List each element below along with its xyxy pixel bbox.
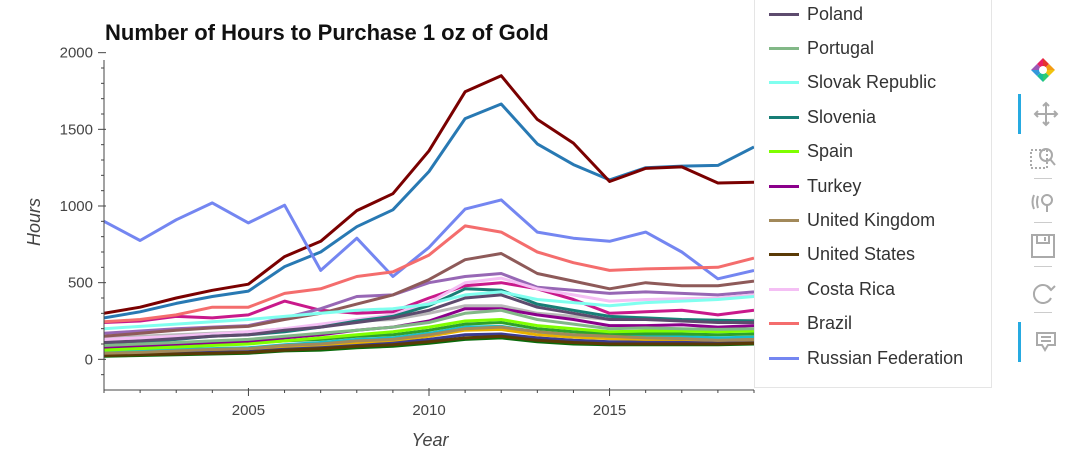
legend-item[interactable]: United Kingdom bbox=[769, 205, 935, 235]
legend-item[interactable]: Slovenia bbox=[769, 102, 876, 132]
legend-label: Turkey bbox=[807, 175, 862, 196]
legend-swatch bbox=[769, 322, 799, 326]
legend-item[interactable]: Russian Federation bbox=[769, 343, 963, 373]
x-tick-label: 2015 bbox=[593, 402, 626, 419]
legend-swatch bbox=[769, 287, 799, 291]
box-zoom-tool-icon[interactable] bbox=[1018, 138, 1068, 178]
wheel-zoom-tool-icon[interactable] bbox=[1018, 182, 1068, 222]
series-line-poland bbox=[104, 293, 754, 344]
y-tick-label: 1000 bbox=[60, 198, 93, 215]
y-tick-label: 1500 bbox=[60, 121, 93, 138]
legend-item[interactable]: Turkey bbox=[769, 171, 861, 201]
series-line-unnamed-13 bbox=[104, 252, 754, 338]
legend-swatch bbox=[769, 253, 799, 257]
series-line-unnamed-12 bbox=[104, 102, 754, 320]
hover-tool-icon[interactable] bbox=[1018, 322, 1068, 362]
x-tick-label: 2005 bbox=[232, 402, 265, 419]
series-line-spain bbox=[104, 318, 754, 352]
legend-label: Costa Rica bbox=[807, 278, 896, 299]
legend-label: United States bbox=[807, 244, 916, 265]
legend-label: Russian Federation bbox=[807, 347, 964, 368]
legend-item[interactable]: United States bbox=[769, 240, 915, 270]
series-lines bbox=[104, 74, 754, 358]
legend-swatch bbox=[769, 218, 799, 222]
chart-title: Number of Hours to Purchase 1 oz of Gold bbox=[105, 20, 549, 45]
legend-swatch bbox=[769, 12, 799, 16]
legend-label: Portugal bbox=[807, 37, 875, 58]
series-line-portugal bbox=[104, 308, 754, 347]
series-line-brazil bbox=[104, 224, 754, 324]
legend-swatch bbox=[769, 81, 799, 85]
series-line-united-states bbox=[104, 334, 754, 357]
y-tick-label: 0 bbox=[85, 351, 93, 368]
series-line-unnamed-11 bbox=[104, 74, 754, 315]
x-axis-label: Year bbox=[411, 430, 449, 450]
legend-label: Spain bbox=[807, 141, 854, 162]
series-line-slovak-republic bbox=[104, 290, 754, 331]
legend-label: Slovak Republic bbox=[807, 72, 937, 93]
y-tick-label: 2000 bbox=[60, 45, 93, 62]
bokeh-logo-icon[interactable] bbox=[1018, 50, 1068, 90]
toolbar-separator bbox=[1034, 222, 1052, 223]
legend[interactable]: Poland Portugal Slovak Republic Slovenia Spa… bbox=[754, 0, 992, 388]
series-line-russian-federation bbox=[104, 198, 754, 281]
pan-tool-icon[interactable] bbox=[1018, 94, 1068, 134]
toolbar-separator bbox=[1034, 312, 1052, 313]
legend-swatch bbox=[769, 150, 799, 154]
legend-label: Slovenia bbox=[807, 106, 877, 127]
legend-label: Brazil bbox=[807, 313, 853, 334]
legend-item[interactable]: Slovak Republic bbox=[769, 68, 936, 98]
y-tick-label: 500 bbox=[68, 275, 93, 292]
legend-label: United Kingdom bbox=[807, 209, 936, 230]
axes: 0 500 1000 1500 2000 2005 2010 2015 bbox=[60, 45, 755, 419]
legend-swatch bbox=[769, 184, 799, 188]
reset-tool-icon[interactable] bbox=[1018, 274, 1068, 314]
toolbar-separator bbox=[1034, 266, 1052, 267]
toolbar-separator bbox=[1034, 178, 1052, 179]
legend-item[interactable]: Costa Rica bbox=[769, 274, 895, 304]
legend-item[interactable]: Poland bbox=[769, 0, 863, 29]
toolbar bbox=[1018, 50, 1068, 370]
series-line-united-kingdom bbox=[104, 325, 754, 355]
legend-swatch bbox=[769, 356, 799, 360]
legend-swatch bbox=[769, 46, 799, 50]
legend-item[interactable]: Portugal bbox=[769, 33, 874, 63]
y-axis-label: Hours bbox=[24, 198, 44, 246]
legend-swatch bbox=[769, 115, 799, 119]
x-tick-label: 2010 bbox=[412, 402, 445, 419]
save-tool-icon[interactable] bbox=[1018, 226, 1068, 266]
legend-item[interactable]: Brazil bbox=[769, 309, 852, 339]
legend-item[interactable]: Spain bbox=[769, 137, 853, 167]
legend-label: Poland bbox=[807, 3, 864, 24]
series-line-unnamed-15 bbox=[104, 281, 754, 324]
